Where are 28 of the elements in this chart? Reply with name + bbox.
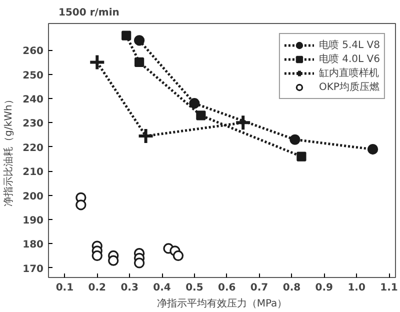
x-tick-label: 1.0	[348, 282, 366, 294]
legend-label: 电喷 5.4L V8	[318, 38, 380, 52]
y-tick-label: 190	[22, 215, 44, 226]
y-tick-label: 170	[22, 264, 44, 275]
y-tick-label: 180	[22, 240, 44, 251]
y-tick-label: 220	[22, 142, 44, 154]
legend-label: 缸内直喷样机	[318, 66, 379, 80]
x-tick-label: 1.1	[380, 282, 398, 294]
x-tick-label: 0.5	[186, 282, 204, 294]
y-tick-label: 200	[22, 191, 44, 202]
x-axis-title: 净指示平均有效压力（MPa）	[156, 298, 288, 310]
x-tick-label: 0.4	[153, 282, 171, 294]
x-tick-label: 0.7	[250, 282, 268, 294]
y-tick-label: 250	[22, 70, 44, 82]
chart-title: 1500 r/min	[58, 8, 120, 18]
legend-label: 电喷 4.0L V6	[318, 52, 380, 66]
y-tick-label: 210	[22, 167, 44, 178]
x-tick-label: 0.9	[315, 282, 334, 294]
x-tick-label: 0.1	[56, 282, 74, 294]
y-axis-title: 净指示比油耗（g/kWh）	[2, 94, 15, 206]
y-tick-label: 260	[22, 46, 44, 58]
x-tick-label: 0.2	[88, 282, 106, 294]
x-tick-label: 0.8	[282, 282, 301, 294]
x-tick-label: 0.6	[218, 282, 236, 294]
y-tick-label: 230	[22, 118, 44, 130]
legend-label: OKP均质压燃	[318, 80, 380, 94]
x-tick-label: 0.3	[120, 282, 138, 294]
y-tick-label: 240	[22, 94, 44, 106]
